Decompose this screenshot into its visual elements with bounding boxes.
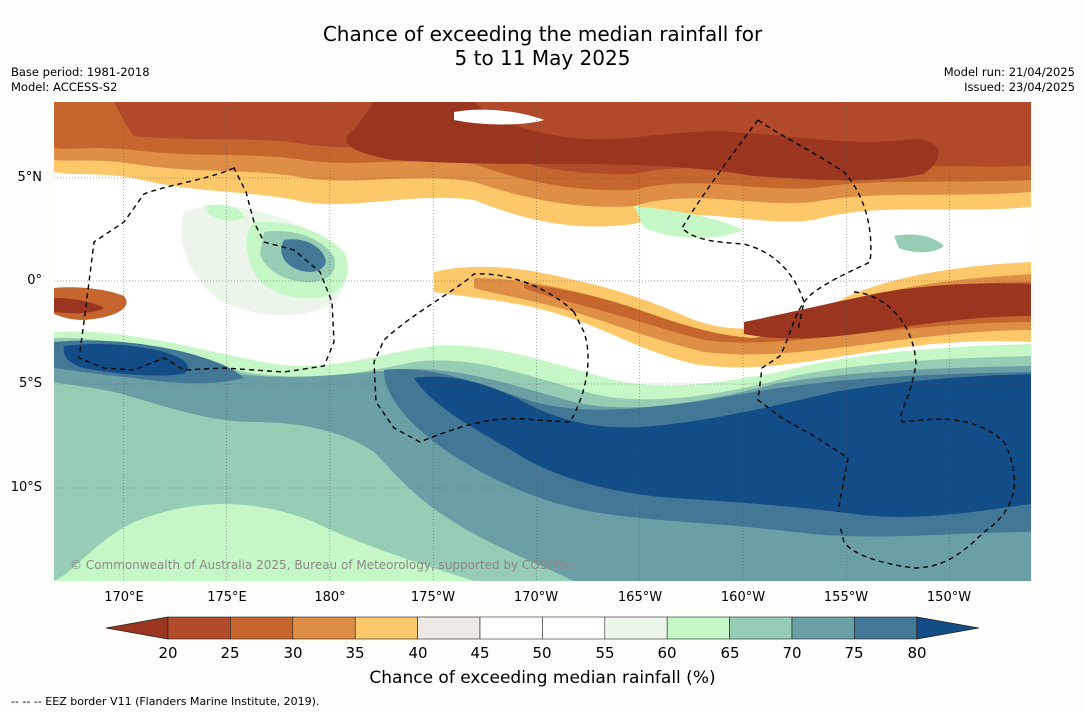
region-north-white-patch <box>454 109 544 125</box>
colorbar-tick: 80 <box>907 644 927 662</box>
colorbar-bin <box>479 616 543 640</box>
colorbar-tick: 75 <box>844 644 864 662</box>
eez-border-central <box>373 273 589 443</box>
colorbar-bin <box>666 616 730 640</box>
copyright-credit: © Commonwealth of Australia 2025, Bureau… <box>70 558 576 572</box>
colorbar-bin <box>354 616 418 640</box>
region-south-deep-blue <box>63 344 1031 517</box>
colorbar-tick: 50 <box>532 644 552 662</box>
colorbar-tick: 30 <box>283 644 303 662</box>
eez-footnote: -- -- -- EEZ border V11 (Flanders Marine… <box>11 695 320 708</box>
colorbar-tick: 70 <box>782 644 802 662</box>
eez-border-east-loop <box>681 119 805 331</box>
colorbar <box>106 616 979 640</box>
lat-label-5s: 5°S <box>18 376 42 391</box>
eez-borders <box>78 119 1016 569</box>
colorbar-title: Chance of exceeding median rainfall (%) <box>369 668 716 688</box>
lon-label-175w: 175°W <box>410 590 456 605</box>
colorbar-bin <box>292 616 356 640</box>
lat-label-0: 0° <box>27 273 42 288</box>
meta-left: Base period: 1981-2018 Model: ACCESS-S2 <box>11 65 150 95</box>
eez-border-east-north <box>757 119 872 513</box>
colorbar-bin <box>230 616 294 640</box>
lat-label-10s: 10°S <box>10 480 42 495</box>
region-west-dry-core <box>54 298 104 314</box>
colorbar-bin <box>542 616 606 640</box>
lon-label-170e: 170°E <box>104 590 144 605</box>
lon-label-170w: 170°W <box>513 590 559 605</box>
region-patch-west-green <box>204 204 244 221</box>
base-period: Base period: 1981-2018 <box>11 65 150 79</box>
colorbar-tick: 55 <box>595 644 615 662</box>
colorbar-bin <box>729 616 793 640</box>
model-name: Model: ACCESS-S2 <box>11 80 118 94</box>
lon-label-165w: 165°W <box>617 590 663 605</box>
lon-label-155w: 155°W <box>823 590 869 605</box>
colorbar-tick: 65 <box>720 644 740 662</box>
chart-title: Chance of exceeding the median rainfall … <box>0 22 1085 70</box>
colorbar-arrow-low <box>106 616 169 640</box>
colorbar-tick: 35 <box>345 644 365 662</box>
colorbar-tick: 45 <box>470 644 490 662</box>
region-eq-dry-core <box>744 283 1031 339</box>
colorbar-bin <box>854 616 918 640</box>
lon-label-180: 180° <box>314 590 346 605</box>
colorbar-tick: 20 <box>158 644 178 662</box>
region-central-blue <box>281 239 326 272</box>
model-run: Model run: 21/04/2025 <box>943 65 1075 79</box>
region-patch-east-green <box>894 234 944 253</box>
issued-date: Issued: 23/04/2025 <box>964 80 1075 94</box>
title-line-2: 5 to 11 May 2025 <box>454 46 631 70</box>
rainfall-probability-map <box>54 102 1031 581</box>
lon-label-150w: 150°W <box>926 590 972 605</box>
meta-right: Model run: 21/04/2025 Issued: 23/04/2025 <box>944 65 1075 95</box>
lon-label-175e: 175°E <box>207 590 247 605</box>
colorbar-bin <box>417 616 481 640</box>
graticule <box>54 102 1031 581</box>
colorbar-arrow-high <box>916 616 979 640</box>
colorbar-bin <box>604 616 668 640</box>
eez-border-west <box>78 167 335 373</box>
lon-label-160w: 160°W <box>720 590 766 605</box>
colorbar-tick: 40 <box>408 644 428 662</box>
colorbar-bin <box>791 616 855 640</box>
colorbar-tick: 60 <box>657 644 677 662</box>
region-patch-center-green <box>634 206 744 239</box>
eez-border-east-south <box>839 291 1016 569</box>
colorbar-tick: 25 <box>220 644 240 662</box>
lat-label-5n: 5°N <box>17 170 43 185</box>
title-line-1: Chance of exceeding the median rainfall … <box>322 22 763 46</box>
colorbar-bin <box>167 616 231 640</box>
